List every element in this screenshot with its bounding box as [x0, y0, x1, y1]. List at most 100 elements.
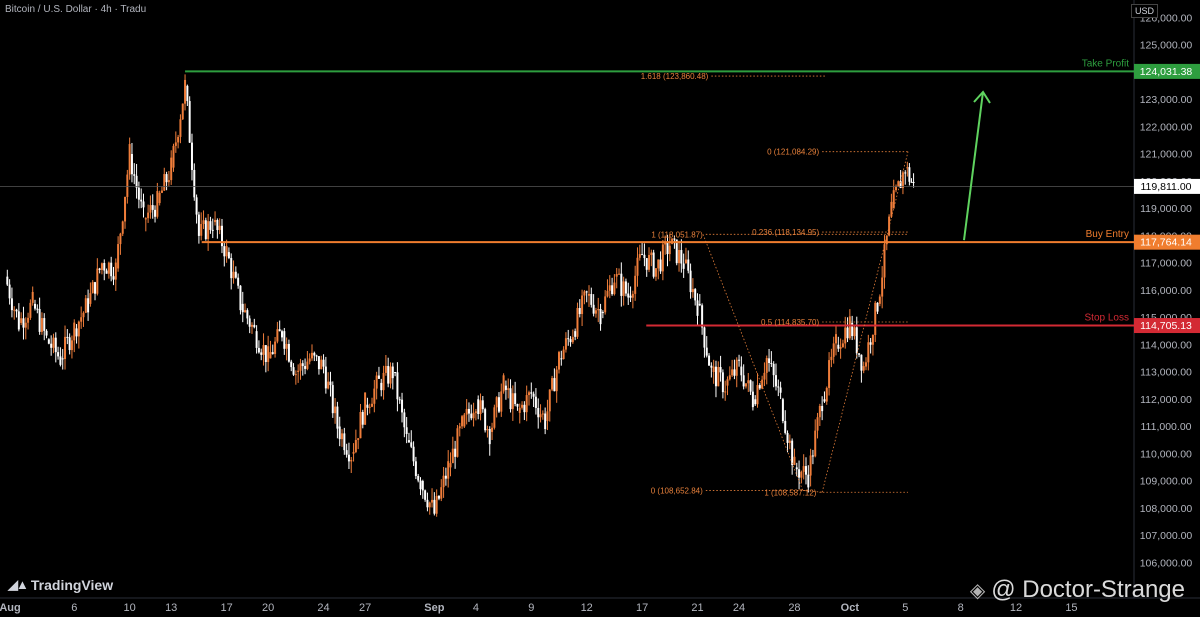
candle-body	[726, 379, 729, 386]
candle-body	[66, 336, 69, 338]
current-price-label: 119,811.00	[1141, 181, 1192, 193]
candle-body	[479, 400, 482, 415]
candle-body	[311, 352, 314, 359]
candle-body	[581, 295, 584, 315]
candle-body	[906, 167, 909, 169]
candle-body	[592, 304, 595, 314]
candle-body	[59, 356, 62, 365]
candle-body	[246, 310, 249, 319]
candle-body	[278, 329, 281, 332]
y-tick-label: 116,000.00	[1140, 285, 1192, 297]
candle-body	[371, 403, 374, 407]
candle-body	[691, 289, 694, 293]
candle-body	[763, 372, 766, 380]
candle-body	[608, 285, 611, 291]
currency-label[interactable]: USD	[1130, 4, 1158, 18]
candle-body	[354, 439, 357, 452]
candle-body	[140, 199, 143, 202]
candle-body	[645, 258, 648, 270]
candle-body	[271, 352, 274, 354]
candle-body	[895, 186, 898, 191]
candle-body	[504, 385, 507, 390]
candle-body	[830, 356, 833, 361]
candle-body	[350, 459, 353, 462]
candle-body	[22, 318, 25, 328]
candle-body	[57, 352, 60, 357]
candle-body	[75, 328, 78, 337]
candle-body	[241, 303, 244, 313]
candle-body	[200, 223, 203, 236]
candle-body	[904, 172, 907, 174]
candle-body	[130, 154, 133, 175]
candle-body	[781, 399, 784, 421]
candle-body	[897, 181, 900, 187]
candle-body	[119, 233, 122, 245]
candle-body	[809, 455, 812, 476]
candle-body	[154, 209, 157, 217]
x-tick-label: 9	[528, 602, 534, 614]
candle-body	[869, 342, 872, 345]
candle-body	[791, 440, 794, 466]
candle-body	[532, 393, 535, 397]
candle-body	[848, 316, 851, 339]
candle-body	[821, 405, 824, 412]
candle-body	[112, 276, 115, 280]
candle-body	[181, 103, 184, 120]
candle-body	[384, 365, 387, 373]
candle-body	[160, 190, 163, 193]
candle-body	[117, 244, 120, 269]
fib-label: 1 (118,051.87)	[651, 230, 703, 239]
candle-body	[574, 331, 577, 337]
candle-body	[881, 277, 884, 297]
candle-body	[202, 220, 205, 224]
candle-body	[329, 381, 332, 386]
stop-loss-price-label: 114,705.13	[1140, 320, 1192, 332]
candle-body	[327, 381, 330, 389]
candle-body	[13, 309, 16, 311]
candle-body	[389, 366, 392, 384]
candle-body	[481, 400, 484, 410]
candle-body	[901, 172, 904, 189]
y-tick-label: 109,000.00	[1140, 476, 1193, 488]
y-tick-label: 113,000.00	[1140, 367, 1192, 379]
candle-body	[264, 345, 267, 362]
candle-body	[890, 201, 893, 217]
candle-body	[124, 196, 127, 222]
candle-body	[170, 157, 173, 181]
candle-body	[283, 331, 286, 349]
candle-body	[294, 374, 297, 376]
candle-body	[701, 305, 704, 328]
candle-body	[495, 397, 498, 408]
x-tick-label: 17	[220, 602, 232, 614]
candle-body	[64, 336, 67, 360]
candle-body	[50, 343, 53, 348]
candle-body	[193, 169, 196, 198]
candle-body	[779, 387, 782, 393]
candle-body	[396, 372, 399, 400]
candle-body	[216, 220, 219, 231]
candle-body	[253, 324, 256, 328]
candle-body	[315, 355, 318, 357]
candle-body	[604, 296, 607, 313]
candle-body	[825, 387, 828, 402]
candle-body	[89, 293, 92, 304]
candle-body	[675, 239, 678, 264]
candle-body	[546, 411, 549, 422]
candle-body	[659, 259, 662, 272]
candle-body	[740, 366, 743, 376]
y-tick-label: 114,000.00	[1140, 339, 1192, 351]
candle-body	[87, 298, 90, 313]
candle-body	[20, 318, 23, 323]
candle-body	[417, 475, 420, 481]
y-tick-label: 123,000.00	[1140, 94, 1193, 106]
candle-body	[100, 263, 103, 270]
candle-body	[426, 499, 429, 508]
candle-body	[892, 190, 895, 209]
x-tick-label: 17	[636, 602, 648, 614]
candle-body	[227, 252, 230, 259]
candle-body	[435, 495, 438, 514]
candle-body	[114, 262, 117, 280]
candle-body	[823, 399, 826, 402]
y-tick-label: 119,000.00	[1140, 203, 1192, 215]
